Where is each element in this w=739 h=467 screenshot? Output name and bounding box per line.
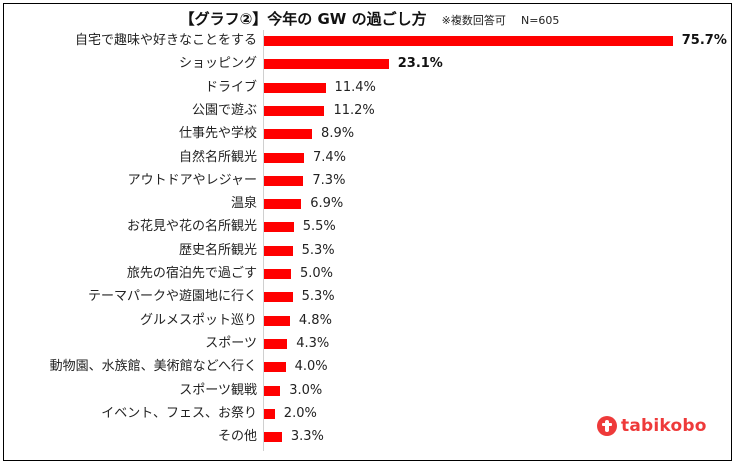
category-label: 仕事先や学校 — [178, 126, 257, 142]
bar-row: その他 3.3% — [0, 427, 739, 447]
category-label: イベント、フェス、お祭り — [101, 405, 257, 421]
category-label: アウトドアやレジャー — [127, 172, 257, 188]
bar-row: お花見や花の名所観光 5.5% — [0, 217, 739, 237]
bar — [264, 315, 290, 326]
category-label: 動物園、水族館、美術館などへ行く — [49, 359, 257, 375]
category-label: 自宅で趣味や好きなことをする — [74, 33, 257, 48]
bar-row: テーマパークや遊園地に行く 5.3% — [0, 287, 739, 307]
bar-row: 仕事先や学校 8.9% — [0, 124, 739, 144]
value-label: 4.8% — [298, 312, 332, 328]
category-label: ドライブ — [204, 79, 257, 95]
bar — [264, 59, 389, 70]
chart-title-note: ※複数回答可 — [441, 14, 506, 27]
value-label: 75.7% — [681, 33, 727, 48]
category-label: 自然名所観光 — [178, 149, 257, 165]
bar-row: 自然名所観光 7.4% — [0, 148, 739, 168]
value-label: 7.3% — [312, 172, 346, 188]
bar-row: 温泉 6.9% — [0, 194, 739, 214]
category-label: 温泉 — [230, 196, 257, 212]
category-label: 歴史名所観光 — [178, 242, 257, 258]
bar-row: スポーツ 4.3% — [0, 334, 739, 354]
category-label: その他 — [217, 429, 257, 445]
bar — [264, 152, 304, 163]
bar — [264, 292, 293, 303]
bar-row: スポーツ観戦 3.0% — [0, 381, 739, 401]
value-label: 11.4% — [334, 79, 376, 95]
brand-logo: tabikobo — [597, 415, 707, 437]
sample-size: N=605 — [520, 14, 560, 27]
bar-row: 動物園、水族館、美術館などへ行く 4.0% — [0, 357, 739, 377]
category-label: グルメスポット巡り — [139, 312, 257, 328]
value-label: 3.0% — [289, 382, 323, 398]
value-label: 7.4% — [312, 149, 346, 165]
bar — [264, 36, 673, 46]
bar-row: 歴史名所観光 5.3% — [0, 241, 739, 261]
value-label: 4.3% — [296, 335, 330, 351]
category-label: 公園で遊ぶ — [191, 102, 257, 118]
chart-title-main: 【グラフ②】今年の GW の過ごし方 — [179, 10, 427, 28]
value-label: 5.0% — [300, 266, 334, 281]
y-axis-line — [263, 30, 264, 451]
bar — [264, 432, 282, 443]
value-label: 8.9% — [321, 126, 355, 142]
brand-name: tabikobo — [621, 416, 707, 436]
value-label: 6.9% — [310, 196, 344, 212]
bar-row: 旅先の宿泊先で過ごす 5.0% — [0, 264, 739, 284]
bar-row: 自宅で趣味や好きなことをする 75.7% — [0, 31, 739, 51]
bar — [264, 245, 293, 256]
category-label: スポーツ観戦 — [179, 382, 257, 398]
category-label: スポーツ — [205, 335, 257, 351]
bar — [264, 385, 281, 396]
category-label: テーマパークや遊園地に行く — [87, 289, 257, 305]
bar — [264, 199, 302, 210]
value-label: 3.3% — [290, 429, 324, 445]
bar-row: グルメスポット巡り 4.8% — [0, 311, 739, 331]
value-label: 23.1% — [397, 56, 443, 72]
chart-title: 【グラフ②】今年の GW の過ごし方 ※複数回答可 N=605 — [0, 8, 739, 29]
bar-row: アウトドアやレジャー 7.3% — [0, 171, 739, 191]
bar — [264, 338, 288, 349]
category-label: 旅先の宿泊先で過ごす — [126, 266, 257, 281]
tabikobo-logo-icon — [597, 416, 617, 436]
bar — [264, 105, 325, 116]
bar-row: ショッピング 23.1% — [0, 54, 739, 74]
value-label: 5.5% — [302, 219, 336, 235]
bar — [264, 408, 275, 419]
bar — [264, 82, 326, 93]
value-label: 5.3% — [301, 289, 335, 305]
bar-row: 公園で遊ぶ 11.2% — [0, 101, 739, 121]
bar — [264, 362, 286, 373]
category-label: ショッピング — [178, 56, 257, 72]
value-label: 2.0% — [283, 405, 317, 421]
value-label: 5.3% — [301, 242, 335, 258]
value-label: 11.2% — [333, 102, 375, 118]
bar — [264, 222, 294, 233]
bar — [264, 269, 291, 279]
bar-row: ドライブ 11.4% — [0, 78, 739, 98]
category-label: お花見や花の名所観光 — [126, 219, 257, 235]
chart-frame — [3, 3, 732, 461]
bar — [264, 129, 313, 140]
bar — [264, 175, 304, 186]
value-label: 4.0% — [294, 359, 328, 375]
bar-row: イベント、フェス、お祭り 2.0% — [0, 404, 739, 424]
